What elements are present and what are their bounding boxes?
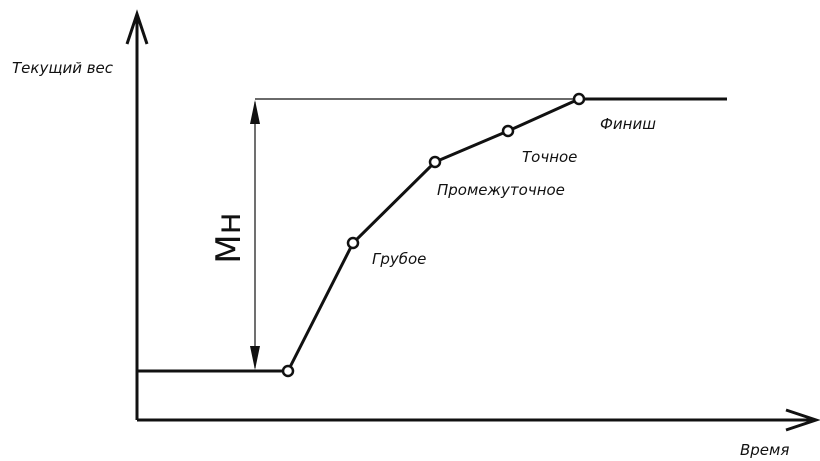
dimension-arrow-bottom — [250, 346, 260, 370]
axes — [125, 9, 820, 432]
stage-point — [428, 155, 442, 169]
y-axis-arrow — [125, 9, 149, 45]
stage-point — [501, 124, 515, 138]
stage-label: Финиш — [600, 115, 656, 133]
stage-point — [572, 92, 586, 106]
stage-point — [346, 236, 360, 250]
stage-label: Точное — [522, 148, 577, 166]
x-axis-arrow — [785, 408, 820, 432]
start-point — [281, 364, 295, 378]
dimension-arrow-top — [250, 100, 260, 124]
y-axis-label: Текущий вес — [12, 59, 114, 77]
dimension-label: Мн — [209, 212, 249, 264]
stage-label: Промежуточное — [437, 181, 565, 199]
stage-label: Грубое — [372, 250, 426, 268]
x-axis-label: Время — [740, 441, 789, 459]
